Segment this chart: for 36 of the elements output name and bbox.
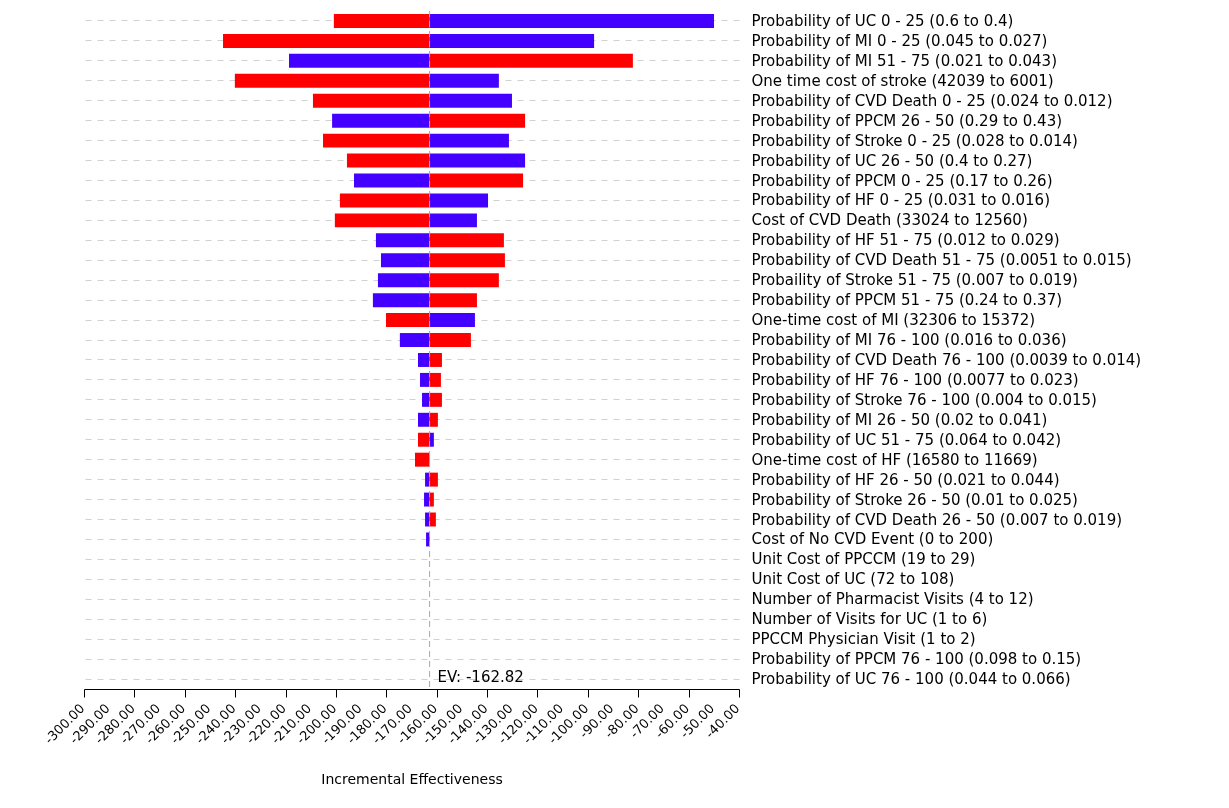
y-tick-label: Probability of HF 26 - 50 (0.021 to 0.044) [751, 470, 1060, 489]
y-tick-label: Probability of CVD Death 26 - 50 (0.007 to 0.019) [751, 510, 1123, 529]
y-tick-label: Probability of MI 0 - 25 (0.045 to 0.027) [751, 31, 1048, 50]
y-tick-label: Probability of UC 76 - 100 (0.044 to 0.066) [751, 670, 1071, 689]
y-tick-label: Probability of PPCM 26 - 50 (0.29 to 0.43) [751, 111, 1063, 130]
y-tick-label: Probability of UC 51 - 75 (0.064 to 0.042) [751, 430, 1062, 449]
y-tick-label: Probability of Stroke 76 - 100 (0.004 to 0.015) [751, 390, 1097, 409]
y-tick-label: Probability of MI 26 - 50 (0.02 to 0.041) [751, 410, 1048, 429]
y-tick-label: Probability of UC 0 - 25 (0.6 to 0.4) [751, 11, 1014, 30]
y-tick-label: Probability of MI 51 - 75 (0.021 to 0.043) [751, 51, 1057, 70]
y-tick-label: Unit Cost of UC (72 to 108) [751, 570, 955, 589]
y-tick-label: PPCCM Physician Visit (1 to 2) [751, 630, 976, 649]
y-tick-label: Unit Cost of PPCCM (19 to 29) [751, 550, 976, 569]
y-tick-label: Probability of HF 0 - 25 (0.031 to 0.016) [751, 191, 1050, 210]
y-tick-label: Probability of Stroke 0 - 25 (0.028 to 0.014) [751, 131, 1078, 150]
y-tick-label: One-time cost of HF (16580 to 11669) [751, 450, 1038, 469]
y-tick-label: Probability of Stroke 26 - 50 (0.01 to 0.025) [751, 490, 1078, 509]
ref-line-label: EV: -162.82 [437, 668, 524, 686]
y-tick-label: Probability of CVD Death 51 - 75 (0.0051 to 0.015) [751, 251, 1132, 270]
y-tick-label: Number of Visits for UC (1 to 6) [751, 610, 988, 629]
y-tick-label: Probability of CVD Death 76 - 100 (0.0039 to 0.014) [751, 350, 1142, 369]
y-tick-label: Probability of PPCM 76 - 100 (0.098 to 0.15) [751, 650, 1082, 669]
y-tick-label: Probability of UC 26 - 50 (0.4 to 0.27) [751, 151, 1033, 170]
y-tick-label: Probability of PPCM 51 - 75 (0.24 to 0.37) [751, 291, 1063, 310]
y-tick-label: Number of Pharmacist Visits (4 to 12) [751, 590, 1034, 609]
y-tick-label: One-time cost of MI (32306 to 15372) [751, 311, 1036, 330]
y-tick-label: Cost of No CVD Event (0 to 200) [751, 530, 994, 549]
y-tick-label: Cost of CVD Death (33024 to 12560) [751, 211, 1028, 230]
y-tick-label: Probability of CVD Death 0 - 25 (0.024 to 0.012) [751, 91, 1113, 110]
y-tick-label: Probaility of Stroke 51 - 75 (0.007 to 0.019) [751, 271, 1078, 290]
y-tick-label: Probability of PPCM 0 - 25 (0.17 to 0.26) [751, 171, 1053, 190]
y-tick-label: Probability of HF 76 - 100 (0.0077 to 0.023) [751, 370, 1079, 389]
y-tick-label: Probability of MI 76 - 100 (0.016 to 0.036) [751, 331, 1067, 350]
x-axis-title: Incremental Effectiveness [321, 771, 503, 787]
y-tick-label: Probability of HF 51 - 75 (0.012 to 0.029) [751, 231, 1060, 250]
y-tick-label: One time cost of stroke (42039 to 6001) [751, 71, 1054, 90]
